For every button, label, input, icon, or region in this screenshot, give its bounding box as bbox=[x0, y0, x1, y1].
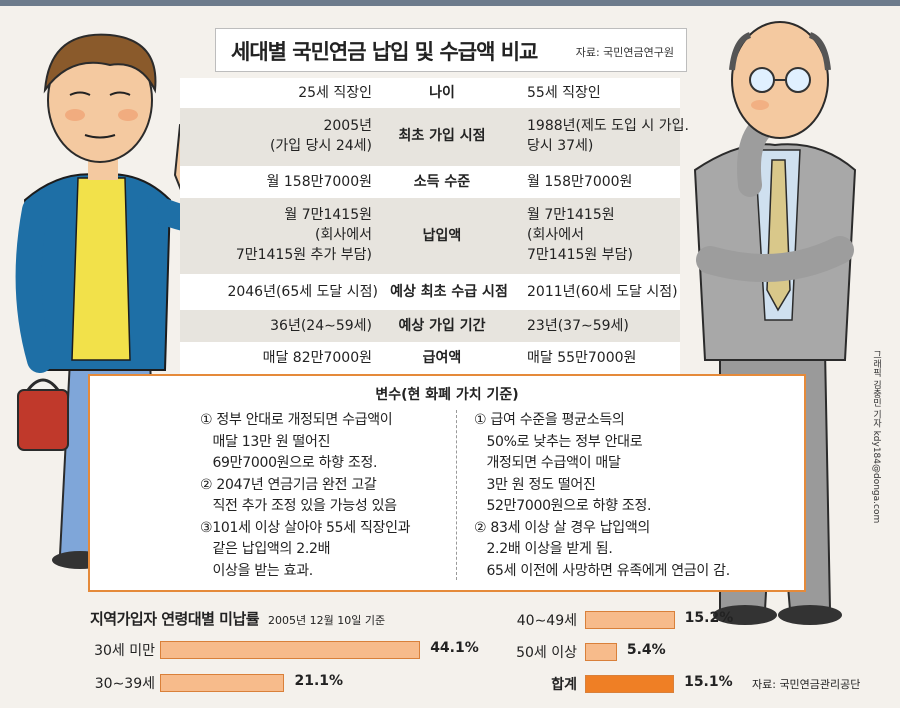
first-join-right: 1988년(제도 도입 시 가입. 당시 37세) bbox=[527, 118, 689, 154]
bar-category-label: 30세 미만 bbox=[94, 643, 155, 659]
payment-left: 월 7만1415원 (회사에서 7만1415원 추가 부담) bbox=[235, 207, 372, 263]
source-bottom: 자료: 국민연금관리공단 bbox=[752, 678, 861, 691]
table-row-period: 36년(24∼59세) 예상 가입 기간 23년(37∼59세) bbox=[180, 310, 680, 342]
bar-value-label: 15.1% bbox=[684, 674, 733, 690]
bar-value-label: 5.4% bbox=[626, 642, 666, 658]
income-label: 소득 수준 bbox=[413, 174, 471, 190]
bar bbox=[585, 643, 617, 661]
source-top: 자료: 국민연금연구원 bbox=[575, 46, 674, 59]
bar-category-label: 30∼39세 bbox=[94, 676, 155, 692]
bar bbox=[160, 641, 421, 659]
first-join-left: 2005년 (가입 당시 24세) bbox=[269, 118, 372, 154]
income-right: 월 158만7000원 bbox=[527, 174, 633, 190]
top-border bbox=[0, 0, 900, 6]
period-right: 23년(37∼59세) bbox=[527, 318, 629, 334]
payment-right: 월 7만1415원 (회사에서 7만1415원 부담) bbox=[527, 207, 633, 263]
bar-value-label: 15.2% bbox=[684, 610, 734, 626]
page-title: 세대별 국민연금 납입 및 수급액 비교 bbox=[231, 40, 538, 64]
bar-value-label: 21.1% bbox=[294, 673, 344, 689]
table-row-first-receive: 2046년(65세 도달 시점) 예상 최초 수급 시점 2011년(60세 도… bbox=[180, 274, 680, 310]
variables-divider bbox=[456, 410, 457, 580]
chart-subtitle: 2005년 12월 10일 기준 bbox=[268, 614, 386, 627]
variables-left: ① 정부 안대로 개정되면 수급액이 매달 13만 원 떨어진 69만7000원… bbox=[200, 412, 411, 579]
benefit-right: 매달 55만7000원 bbox=[527, 350, 637, 366]
variables-right: ① 급여 수준을 평균소득의 50%로 낮추는 정부 안대로 개정되면 수급액이… bbox=[474, 412, 730, 579]
variables-title: 변수(현 화폐 가치 기준) bbox=[375, 387, 519, 403]
bar bbox=[160, 674, 285, 692]
first-join-label: 최초 가입 시점 bbox=[398, 128, 486, 144]
benefit-left: 매달 82만7000원 bbox=[262, 350, 372, 366]
age-left: 25세 직장인 bbox=[298, 85, 372, 101]
period-label: 예상 가입 기간 bbox=[398, 318, 486, 334]
older-worker-illustration bbox=[693, 21, 857, 625]
table-row-age: 25세 직장인 나이 55세 직장인 bbox=[180, 78, 680, 108]
age-right: 55세 직장인 bbox=[527, 85, 601, 101]
bar-category-label: 50세 이상 bbox=[516, 645, 577, 661]
benefit-label: 급여액 bbox=[422, 350, 462, 366]
table-row-first-join: 2005년 (가입 당시 24세) 최초 가입 시점 1988년(제도 도입 시… bbox=[180, 108, 689, 166]
income-left: 월 158만7000원 bbox=[266, 174, 372, 190]
bar-category-label: 40∼49세 bbox=[516, 613, 577, 629]
first-receive-left: 2046년(65세 도달 시점) bbox=[227, 284, 378, 300]
chart-title: 지역가입자 연령대별 미납률 bbox=[90, 610, 260, 628]
bar-category-label: 합계 bbox=[551, 677, 577, 693]
period-left: 36년(24∼59세) bbox=[270, 318, 372, 334]
title-box: 세대별 국민연금 납입 및 수급액 비교 자료: 국민연금연구원 bbox=[215, 28, 687, 72]
first-receive-right: 2011년(60세 도달 시점) bbox=[527, 284, 678, 300]
age-label: 나이 bbox=[429, 85, 455, 101]
table-row-benefit: 매달 82만7000원 급여액 매달 55만7000원 bbox=[180, 342, 680, 374]
first-receive-label: 예상 최초 수급 시점 bbox=[390, 284, 508, 300]
table-row-payment: 월 7만1415원 (회사에서 7만1415원 추가 부담) 납입액 월 7만1… bbox=[180, 198, 680, 274]
payment-label: 납입액 bbox=[422, 228, 462, 244]
graphic-credit: 그래픽 김충민 기자 kdy184@donga.com bbox=[871, 350, 881, 524]
variables-box: 변수(현 화폐 가치 기준) ① 정부 안대로 개정되면 수급액이 매달 13만… bbox=[88, 374, 806, 592]
bar bbox=[585, 611, 675, 629]
table-row-income: 월 158만7000원 소득 수준 월 158만7000원 bbox=[180, 166, 680, 198]
bar bbox=[585, 675, 675, 693]
bar-value-label: 44.1% bbox=[430, 640, 479, 656]
